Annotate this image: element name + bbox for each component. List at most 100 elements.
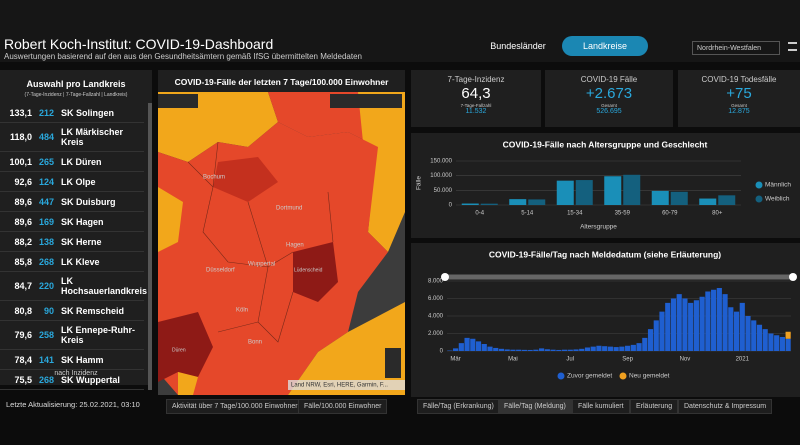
- map-label: Köln: [236, 308, 248, 314]
- list-row[interactable]: 78,4 141 SK Hamm: [0, 350, 144, 370]
- bar: [487, 346, 493, 351]
- slider-handle: [789, 273, 797, 281]
- footer-tab[interactable]: Fälle/100.000 Einwohner: [298, 399, 388, 414]
- bar: [785, 331, 791, 339]
- kpi-sub-value: 11.532: [465, 108, 487, 115]
- bar: [516, 349, 522, 351]
- list-row[interactable]: 80,8 90 SK Remscheid: [0, 301, 144, 321]
- footer-tab[interactable]: Fälle/Tag (Meldung): [498, 399, 572, 414]
- x-tick-label: 80+: [712, 211, 723, 217]
- bar: [756, 324, 763, 351]
- case-count: 141: [38, 354, 54, 365]
- list-row[interactable]: 100,1 265 LK Düren: [0, 152, 144, 172]
- bar: [475, 341, 482, 351]
- district: SK Wuppertal: [61, 374, 120, 385]
- list-row[interactable]: 118,0 484 LK Märkischer Kreis: [0, 123, 144, 152]
- borders: [187, 141, 334, 343]
- case-count: 138: [38, 236, 54, 247]
- list-panel: Auswahl pro Landkreis (7-Tage-Inzidenz |…: [0, 70, 152, 390]
- bar: [539, 348, 545, 351]
- district: LK Olpe: [61, 176, 96, 187]
- footer-tab[interactable]: Aktivität über 7 Tage/100.000 Einwohner: [166, 399, 304, 414]
- y-tick-label: 50.000: [434, 188, 453, 194]
- bar: [509, 199, 527, 205]
- y-tick-label: 0: [449, 203, 453, 209]
- map-label: Lüdenscheid: [294, 267, 323, 273]
- incidence: 89,6: [14, 216, 32, 227]
- x-tick-label: 60-79: [662, 211, 678, 217]
- district: LK Hochsauerlandkreis: [61, 276, 148, 296]
- map-toolbar[interactable]: [330, 94, 402, 108]
- bar: [613, 347, 619, 351]
- footer-tab[interactable]: Datenschutz & Impressum: [678, 399, 773, 414]
- map-label: Bonn: [248, 340, 262, 346]
- bar: [682, 298, 688, 351]
- zoom-buttons[interactable]: [385, 348, 401, 378]
- legend-label: Weiblich: [765, 196, 790, 203]
- x-tick-label: 35-59: [615, 211, 631, 217]
- list-row[interactable]: 89,6 169 SK Hagen: [0, 212, 144, 232]
- tab[interactable]: Bundesländer: [490, 41, 546, 51]
- list-row[interactable]: 88,2 138 SK Herne: [0, 232, 144, 252]
- footer-tab[interactable]: Fälle kumuliert: [572, 399, 630, 414]
- list-row[interactable]: 92,6 124 LK Olpe: [0, 172, 144, 192]
- attribution-bg: [288, 380, 405, 390]
- bar: [504, 349, 510, 351]
- bar: [745, 316, 751, 351]
- bar: [722, 294, 728, 351]
- list-row[interactable]: 75,5 268 SK Wuppertal: [0, 370, 144, 390]
- map-toolbar[interactable]: [158, 94, 198, 108]
- case-count: 212: [38, 107, 54, 118]
- bar: [550, 349, 556, 351]
- tab-active[interactable]: Landkreise: [562, 36, 648, 56]
- bar: [774, 335, 780, 351]
- district: SK Hagen: [61, 216, 104, 227]
- bar: [528, 199, 546, 205]
- case-count: 220: [38, 281, 54, 291]
- bar: [651, 190, 669, 205]
- list-row[interactable]: 85,8 268 LK Kleve: [0, 252, 144, 272]
- incidence: 84,7: [14, 281, 32, 291]
- case-count: 124: [38, 176, 54, 187]
- attribution: Land NRW, Esri, HERE, Garmin, F...: [291, 383, 388, 389]
- legend-swatch: [755, 181, 763, 189]
- x-axis-label: Altersgruppe: [580, 224, 617, 231]
- bar: [705, 291, 711, 351]
- bar: [653, 320, 659, 351]
- title: Robert Koch-Institut: COVID-19-Dashboard: [4, 36, 274, 52]
- map-label: Wuppertal: [248, 262, 275, 268]
- list-row[interactable]: 133,1 212 SK Solingen: [0, 103, 144, 123]
- map-title: COVID-19-Fälle der letzten 7 Tage/100.00…: [174, 77, 389, 87]
- chart-title: COVID-19-Fälle/Tag nach Meldedatum (sieh…: [489, 249, 721, 259]
- district: SK Duisburg: [61, 196, 116, 207]
- bar: [533, 349, 539, 351]
- list-row[interactable]: 79,6 258 LK Ennepe-Ruhr-Kreis: [0, 321, 144, 350]
- bar: [604, 176, 622, 205]
- incidence: 88,2: [14, 236, 32, 247]
- kpi-sub-value: 12.875: [728, 108, 750, 115]
- map-panel: COVID-19-Fälle der letzten 7 Tage/100.00…: [158, 70, 405, 395]
- x-tick-label: 0-4: [475, 211, 484, 217]
- daily-panel: COVID-19-Fälle/Tag nach Meldedatum (sieh…: [411, 243, 800, 397]
- updated: Letzte Aktualisierung: 25.02.2021, 03:10: [6, 400, 140, 409]
- bar: [579, 348, 585, 351]
- age-chart: COVID-19-Fälle nach Altersgruppe und Ges…: [416, 139, 792, 231]
- footer-tab[interactable]: Fälle/Tag (Erkrankung): [417, 399, 500, 414]
- dropdown[interactable]: Nordrhein-Westfalen: [692, 41, 780, 55]
- bar: [647, 329, 654, 351]
- bar: [544, 349, 550, 351]
- list-subtitle: (7-Tage-Inzidenz | 7-Tage-Fallzahl | Lan…: [24, 92, 128, 98]
- footer-tab[interactable]: Erläuterung: [630, 399, 679, 414]
- bar: [630, 344, 636, 351]
- bar: [699, 198, 717, 205]
- legend-label: Zuvor gemeldet: [567, 373, 612, 380]
- list-row[interactable]: 84,7 220 LK Hochsauerlandkreis: [0, 272, 148, 301]
- list-row[interactable]: 89,6 447 SK Duisburg: [0, 192, 144, 212]
- region: [158, 187, 183, 252]
- menu-icon[interactable]: [788, 42, 797, 51]
- map: Bochum Dortmund Hagen Düsseldorf Wuppert…: [158, 92, 405, 395]
- list-footer[interactable]: nach Inzidenz: [54, 370, 98, 377]
- y-tick-label: 4.000: [428, 314, 444, 320]
- bar: [739, 302, 745, 351]
- x-tick-label: 15-34: [567, 211, 583, 217]
